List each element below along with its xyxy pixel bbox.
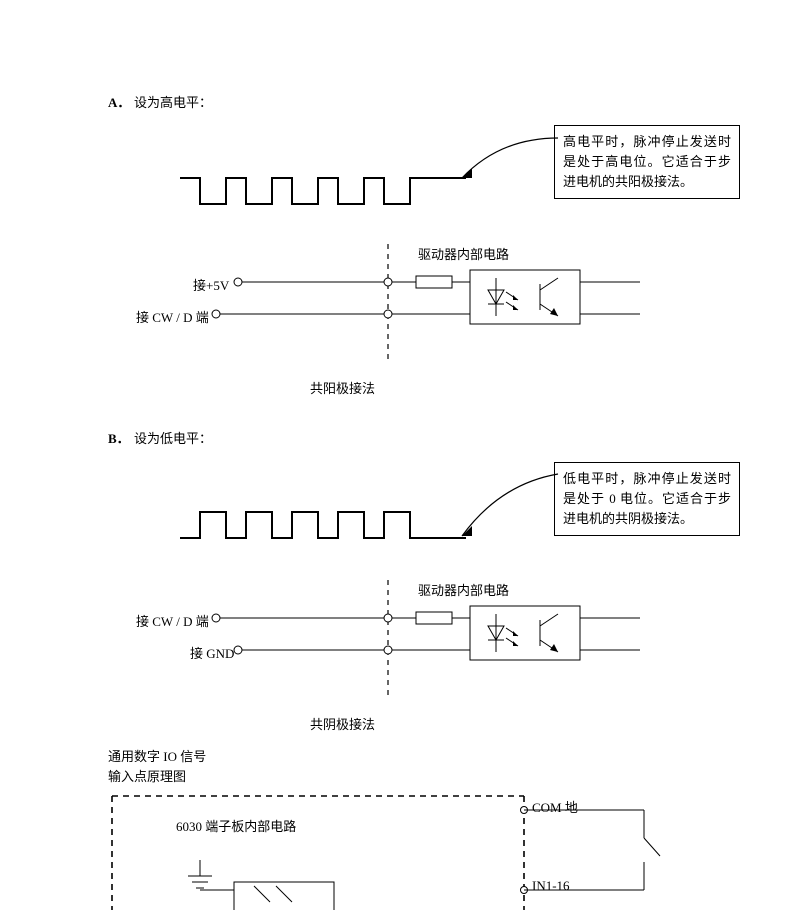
section-b-heading-text: 设为低电平： [134,428,212,447]
section-a-line2-label: 接 CW / D 端 [136,307,209,326]
section-b-line1-label: 接 CW / D 端 [136,611,209,630]
section-a-driver-label: 驱动器内部电路 [418,244,509,263]
section-a-callout: 高电平时，脉冲停止发送时是处于高电位。它适合于步进电机的共阳极接法。 [554,125,740,199]
section-c-board-label: 6030 端子板内部电路 [176,816,296,835]
section-a-arrow [450,126,580,186]
section-a-line1-label: 接+5V [193,275,229,294]
page: A． 设为高电平： 高电平时，脉冲停止发送时是处于高电位。它适合于步进电机的共阳… [0,0,800,905]
section-c-title2: 输入点原理图 [108,766,186,785]
section-a-circuit [170,244,650,364]
section-b-heading-letter: B． [108,428,130,447]
section-b-arrow [450,462,580,542]
section-c-com-label: COM 地 [532,797,578,816]
section-c-diagram [104,790,704,910]
section-a-method-label: 共阳极接法 [310,378,375,397]
section-b-callout: 低电平时，脉冲停止发送时是处于 0 电位。它适合于步进电机的共阴极接法。 [554,462,740,536]
section-a-heading-letter: A． [108,92,130,111]
section-b-driver-label: 驱动器内部电路 [418,580,509,599]
section-b-method-label: 共阴极接法 [310,714,375,733]
section-a-heading-text: 设为高电平： [134,92,212,111]
section-c-title1: 通用数字 IO 信号 [108,746,206,765]
section-b-line2-label: 接 GND [190,643,234,662]
section-c-in-label: IN1-16 [532,878,570,894]
section-b-circuit [170,580,650,700]
